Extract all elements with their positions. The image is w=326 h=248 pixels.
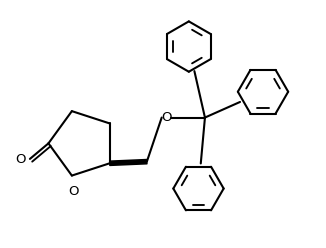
Text: O: O bbox=[161, 111, 171, 124]
Text: O: O bbox=[16, 153, 26, 166]
Text: O: O bbox=[68, 185, 79, 198]
